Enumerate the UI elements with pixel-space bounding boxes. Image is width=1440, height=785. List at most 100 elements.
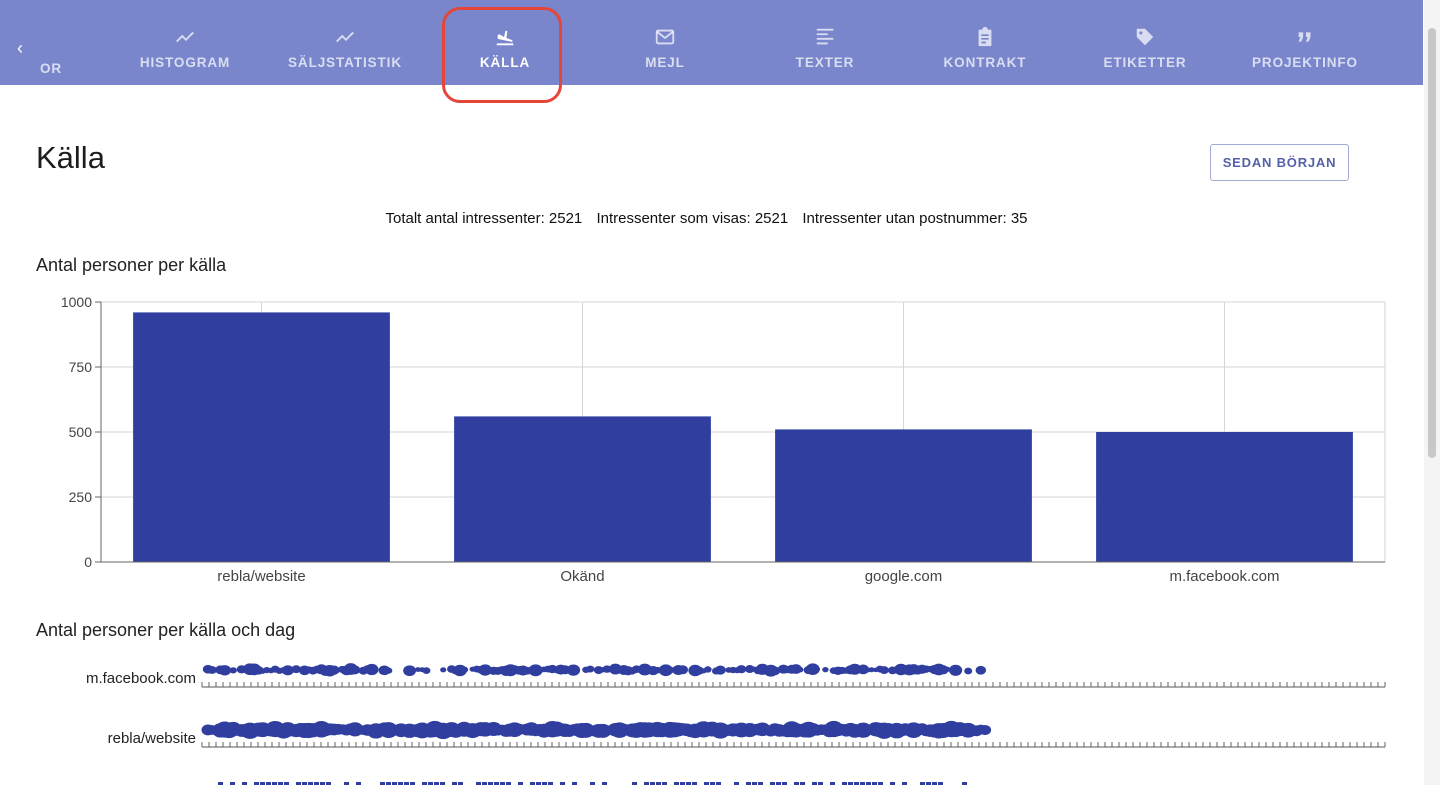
day-dot[interactable] <box>938 782 943 785</box>
day-dot[interactable] <box>548 782 553 785</box>
bar-ok-nd[interactable] <box>454 416 711 562</box>
day-dot[interactable] <box>662 782 667 785</box>
day-dot[interactable] <box>920 782 925 785</box>
day-dot[interactable] <box>796 666 804 673</box>
day-dot[interactable] <box>926 782 931 785</box>
day-dot[interactable] <box>879 666 889 675</box>
day-dot[interactable] <box>868 667 875 673</box>
day-dot[interactable] <box>386 782 391 785</box>
day-dot[interactable] <box>207 666 217 674</box>
day-dot[interactable] <box>320 782 325 785</box>
day-dot[interactable] <box>314 782 319 785</box>
day-dot[interactable] <box>776 782 781 785</box>
day-dot[interactable] <box>528 664 543 677</box>
day-dot[interactable] <box>218 782 223 785</box>
day-dot[interactable] <box>284 782 289 785</box>
day-dot[interactable] <box>860 782 865 785</box>
vertical-scrollbar[interactable] <box>1424 0 1440 785</box>
day-dot[interactable] <box>410 782 415 785</box>
day-dot[interactable] <box>344 782 349 785</box>
day-dot[interactable] <box>452 782 457 785</box>
day-dot[interactable] <box>710 782 715 785</box>
day-dot[interactable] <box>890 782 895 785</box>
day-dot[interactable] <box>326 782 331 785</box>
day-dot[interactable] <box>878 782 883 785</box>
day-dot[interactable] <box>758 782 763 785</box>
day-dot[interactable] <box>948 664 963 676</box>
day-dot[interactable] <box>500 782 505 785</box>
day-dot[interactable] <box>866 782 871 785</box>
day-dot[interactable] <box>242 782 247 785</box>
tab-partial[interactable]: OR <box>40 0 80 85</box>
day-dot[interactable] <box>932 782 937 785</box>
day-dot[interactable] <box>602 782 607 785</box>
day-dot[interactable] <box>602 665 612 673</box>
day-dot[interactable] <box>536 782 541 785</box>
day-dot[interactable] <box>415 667 421 673</box>
day-dot[interactable] <box>542 782 547 785</box>
day-dot[interactable] <box>854 782 859 785</box>
day-dot[interactable] <box>506 782 511 785</box>
day-dot[interactable] <box>734 782 739 785</box>
since-start-button[interactable]: SEDAN BÖRJAN <box>1210 144 1349 181</box>
day-dot[interactable] <box>266 782 271 785</box>
bar-m-facebook-com[interactable] <box>1096 432 1353 562</box>
day-dot[interactable] <box>254 782 259 785</box>
day-dot[interactable] <box>902 782 907 785</box>
day-dot[interactable] <box>632 782 637 785</box>
day-dot[interactable] <box>680 782 685 785</box>
day-dot[interactable] <box>398 782 403 785</box>
day-dot[interactable] <box>218 665 232 676</box>
day-dot[interactable] <box>822 666 829 673</box>
day-dot[interactable] <box>674 782 679 785</box>
day-dot[interactable] <box>975 665 987 675</box>
day-dot[interactable] <box>644 782 649 785</box>
day-dot[interactable] <box>572 782 577 785</box>
day-dot[interactable] <box>328 665 340 675</box>
day-dot[interactable] <box>650 782 655 785</box>
day-dot[interactable] <box>782 782 787 785</box>
day-dot[interactable] <box>686 782 691 785</box>
day-dot[interactable] <box>944 666 951 672</box>
day-dot[interactable] <box>964 667 973 675</box>
day-dot[interactable] <box>308 782 313 785</box>
day-dot[interactable] <box>404 782 409 785</box>
tab-kontrakt[interactable]: KONTRAKT <box>905 0 1065 85</box>
day-dot[interactable] <box>380 782 385 785</box>
day-dot[interactable] <box>278 782 283 785</box>
day-dot[interactable] <box>291 665 301 674</box>
day-dot[interactable] <box>440 782 445 785</box>
day-dot[interactable] <box>704 782 709 785</box>
day-dot[interactable] <box>403 665 417 677</box>
day-dot[interactable] <box>566 664 581 676</box>
day-dot[interactable] <box>458 782 463 785</box>
day-dot[interactable] <box>770 782 775 785</box>
day-dot[interactable] <box>794 782 799 785</box>
day-dot[interactable] <box>656 782 661 785</box>
day-dot[interactable] <box>494 782 499 785</box>
scroll-left-chevron-icon[interactable]: ‹ <box>17 38 23 58</box>
day-dot[interactable] <box>365 663 379 676</box>
day-dot[interactable] <box>296 782 301 785</box>
day-dot[interactable] <box>230 782 235 785</box>
day-dot[interactable] <box>736 665 747 674</box>
tab-mejl[interactable]: MEJL <box>585 0 745 85</box>
tab-texter[interactable]: TEXTER <box>745 0 905 85</box>
day-dot[interactable] <box>518 782 523 785</box>
day-dot[interactable] <box>800 782 805 785</box>
day-dot[interactable] <box>716 782 721 785</box>
day-dot[interactable] <box>746 782 751 785</box>
day-dot[interactable] <box>872 782 877 785</box>
day-dot[interactable] <box>812 782 817 785</box>
day-dot[interactable] <box>434 782 439 785</box>
day-dot[interactable] <box>962 782 967 785</box>
day-dot[interactable] <box>272 782 277 785</box>
day-dot[interactable] <box>813 666 821 672</box>
day-dot[interactable] <box>422 782 427 785</box>
day-dot[interactable] <box>978 724 992 736</box>
day-dot[interactable] <box>482 782 487 785</box>
day-dot[interactable] <box>560 782 565 785</box>
day-dot[interactable] <box>260 782 265 785</box>
bar-rebla-website[interactable] <box>133 312 390 562</box>
day-dot[interactable] <box>590 782 595 785</box>
